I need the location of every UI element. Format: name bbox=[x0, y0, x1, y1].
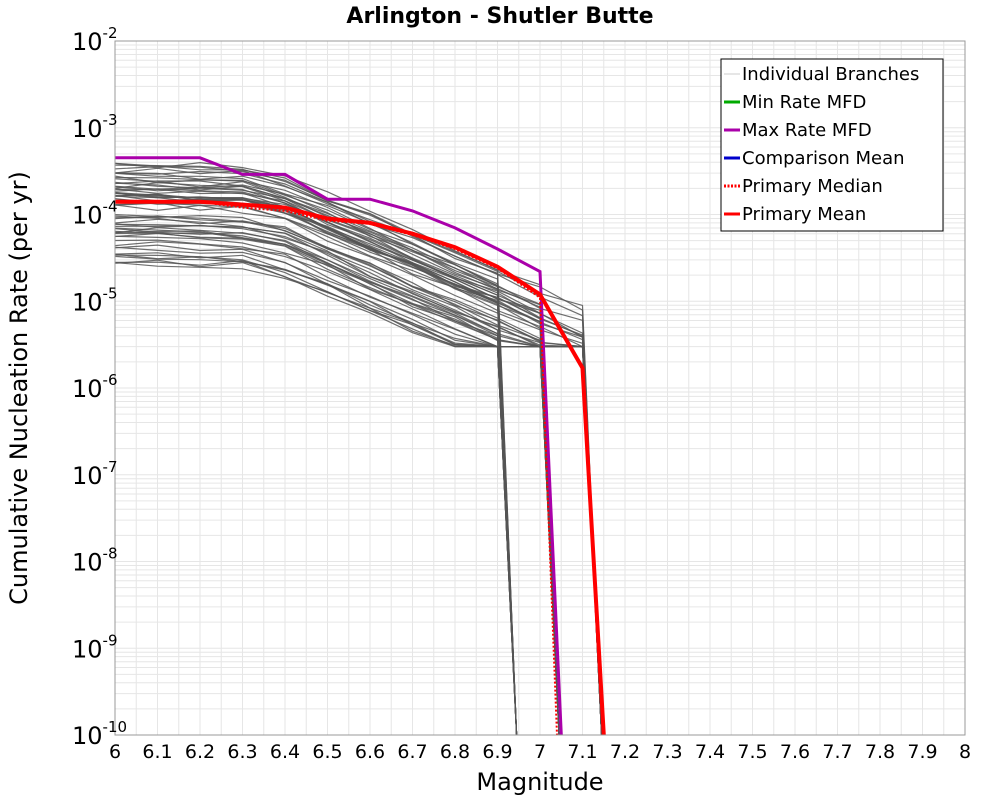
x-tick-label: 7.6 bbox=[780, 741, 810, 763]
x-tick-label: 6.2 bbox=[185, 741, 215, 763]
legend-label: Primary Median bbox=[742, 176, 883, 197]
y-tick-label: 10-5 bbox=[72, 284, 118, 316]
y-tick-label: 10-7 bbox=[72, 458, 118, 490]
branch-line bbox=[114, 215, 560, 736]
branch-line bbox=[114, 232, 560, 736]
branch-line bbox=[114, 172, 518, 736]
x-axis-ticks: 6 6.1 6.2 6.3 6.4 6.5 6.6 6.7 6.8 6.9 7 7.1 7.2 7.3 7.… bbox=[109, 741, 971, 763]
plot-area bbox=[114, 40, 966, 736]
legend-label: Primary Mean bbox=[742, 204, 866, 225]
branch-line bbox=[114, 224, 603, 736]
series-line-primary-mean bbox=[115, 199, 606, 736]
y-axis-ticks: 10-2 10-3 10-4 10-5 10-6 10-7 10-8 10-9 10-10 bbox=[72, 24, 127, 750]
x-tick-label: 6.1 bbox=[142, 741, 172, 763]
x-tick-label: 7 bbox=[534, 741, 546, 763]
x-tick-label: 7.7 bbox=[822, 741, 852, 763]
x-tick-label: 6.6 bbox=[355, 741, 385, 763]
branch-line bbox=[114, 255, 518, 736]
x-tick-label: 6.5 bbox=[312, 741, 342, 763]
branch-line bbox=[114, 198, 560, 736]
branch-line bbox=[114, 172, 518, 736]
x-tick-label: 7.3 bbox=[652, 741, 682, 763]
x-tick-label: 7.5 bbox=[737, 741, 767, 763]
branch-line bbox=[114, 259, 603, 736]
branch-line bbox=[114, 188, 560, 736]
branch-line bbox=[114, 228, 560, 736]
x-tick-label: 7.9 bbox=[907, 741, 937, 763]
series-line-max-rate-mfd bbox=[115, 156, 563, 736]
x-tick-label: 8 bbox=[959, 741, 971, 763]
x-axis-label: Magnitude bbox=[476, 768, 603, 796]
legend-label: Max Rate MFD bbox=[742, 120, 872, 141]
branch-line bbox=[114, 230, 518, 736]
x-tick-label: 6.8 bbox=[440, 741, 470, 763]
y-axis-label: Cumulative Nucleation Rate (per yr) bbox=[5, 171, 33, 605]
y-tick-label: 10-3 bbox=[72, 111, 118, 143]
branch-line bbox=[114, 177, 518, 736]
y-tick-label: 10-8 bbox=[72, 545, 118, 577]
branch-line bbox=[114, 202, 560, 736]
series-lines bbox=[115, 156, 606, 736]
branch-line bbox=[114, 227, 560, 736]
y-tick-label: 10-10 bbox=[72, 718, 127, 750]
legend-label: Comparison Mean bbox=[742, 148, 905, 169]
x-tick-label: 6.7 bbox=[397, 741, 427, 763]
branch-line bbox=[114, 188, 603, 736]
branch-line bbox=[114, 215, 560, 736]
y-tick-label: 10-6 bbox=[72, 371, 118, 403]
branch-line bbox=[114, 198, 560, 736]
x-tick-label: 7.1 bbox=[567, 741, 597, 763]
branch-line bbox=[114, 218, 518, 736]
branch-line bbox=[114, 181, 560, 736]
y-tick-label: 10-2 bbox=[72, 24, 118, 56]
x-tick-label: 6 bbox=[109, 741, 121, 763]
branch-line bbox=[114, 244, 518, 736]
x-tick-label: 6.4 bbox=[270, 741, 300, 763]
x-tick-label: 7.8 bbox=[865, 741, 895, 763]
branch-line bbox=[114, 214, 560, 736]
branch-line bbox=[114, 227, 518, 736]
y-tick-label: 10-9 bbox=[72, 631, 118, 663]
individual-branches bbox=[114, 161, 603, 736]
branch-line bbox=[114, 259, 603, 736]
chart-title: Arlington - Shutler Butte bbox=[346, 4, 653, 29]
x-tick-label: 6.9 bbox=[482, 741, 512, 763]
y-tick-label: 10-4 bbox=[72, 198, 118, 230]
x-tick-label: 7.4 bbox=[695, 741, 725, 763]
legend-label: Individual Branches bbox=[742, 64, 919, 85]
legend: Individual Branches Min Rate MFD Max Rate … bbox=[720, 58, 944, 232]
branch-line bbox=[114, 181, 518, 736]
x-tick-label: 6.3 bbox=[227, 741, 257, 763]
x-tick-label: 7.2 bbox=[610, 741, 640, 763]
legend-box bbox=[720, 58, 944, 232]
branch-line bbox=[114, 164, 518, 736]
branch-line bbox=[114, 178, 560, 736]
legend-label: Min Rate MFD bbox=[742, 92, 866, 113]
branch-line bbox=[114, 253, 518, 736]
